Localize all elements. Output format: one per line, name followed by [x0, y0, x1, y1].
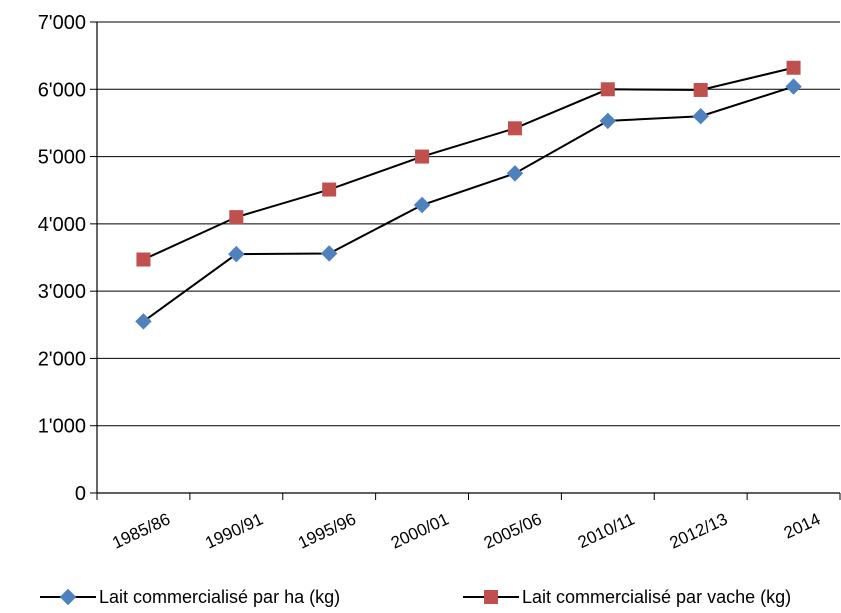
x-tick-label: 1995/96 [295, 509, 359, 552]
data-point [506, 165, 524, 182]
y-tick-label: 5'000 [38, 147, 86, 169]
legend-marker [484, 590, 498, 604]
data-point [320, 245, 338, 262]
data-point [136, 252, 151, 267]
legend-label: Lait commercialisé par ha (kg) [99, 587, 340, 607]
series-layer [135, 60, 802, 330]
data-point [786, 60, 801, 75]
data-point [228, 245, 245, 263]
legend-marker [59, 588, 77, 606]
data-point [692, 107, 709, 125]
series-line [142, 85, 794, 323]
x-tick-label: 2005/06 [481, 509, 545, 552]
data-point [322, 182, 337, 197]
y-tick-label: 7'000 [38, 12, 86, 34]
y-tick-label: 2'000 [38, 348, 86, 370]
x-tick-label: 1985/86 [109, 509, 173, 552]
data-point [599, 112, 617, 130]
data-point [785, 78, 802, 95]
data-point [415, 149, 430, 164]
x-tick-label: 2014 [781, 509, 823, 542]
data-point [229, 210, 244, 225]
y-tick-label: 4'000 [38, 214, 86, 236]
legend-item: Lait commercialisé par vache (kg) [463, 587, 791, 607]
y-tick-label: 0 [75, 483, 86, 505]
x-tick-label: 1990/91 [202, 509, 266, 552]
data-point [507, 121, 522, 136]
data-point [600, 82, 615, 97]
y-tick-label: 3'000 [38, 281, 86, 303]
x-tick-label: 2010/11 [575, 509, 638, 552]
series-1 [135, 78, 802, 330]
data-point [135, 313, 152, 330]
legend-item: Lait commercialisé par ha (kg) [40, 587, 340, 607]
legend-label: Lait commercialisé par vache (kg) [522, 587, 791, 607]
axes: 0 1'000 2'000 3'000 4'000 5'000 6'000 7'000 1985… [38, 12, 841, 553]
y-tick-label: 6'000 [38, 79, 86, 101]
x-tick-label: 2000/01 [388, 509, 452, 552]
data-point [693, 82, 708, 97]
data-point [413, 196, 431, 214]
legend: Lait commercialisé par ha (kg) Lait comme… [40, 587, 791, 607]
y-tick-label: 1'000 [38, 416, 86, 438]
series-line [143, 66, 794, 261]
x-tick-label: 2012/13 [667, 509, 731, 552]
series-2 [136, 60, 801, 267]
